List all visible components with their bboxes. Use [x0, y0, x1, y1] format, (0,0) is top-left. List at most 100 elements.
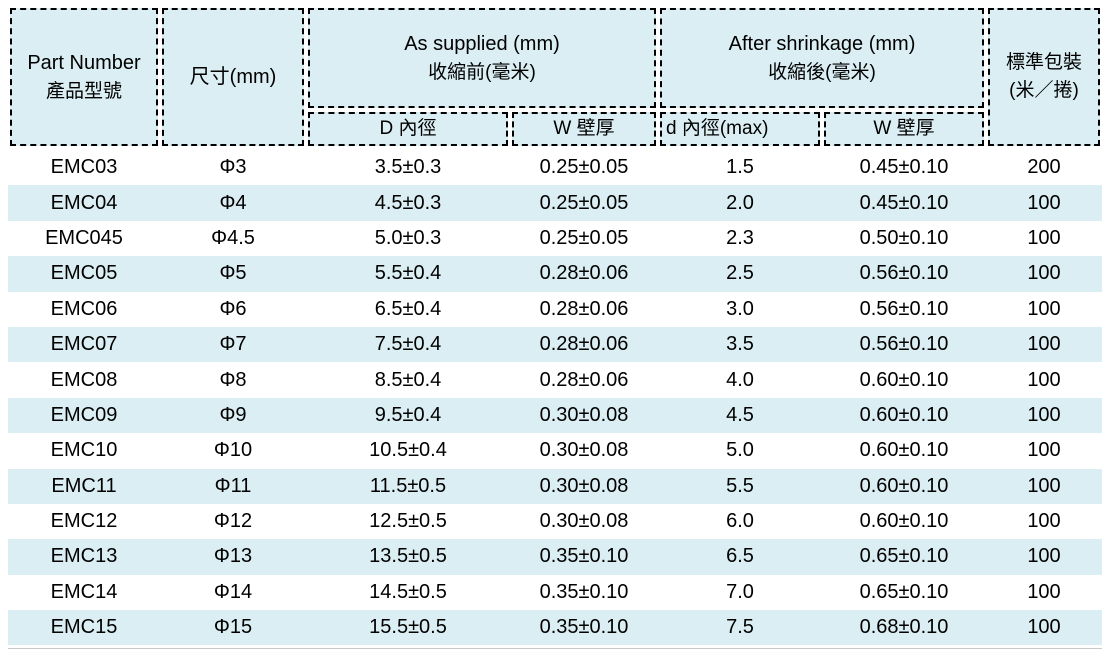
table-row: EMC05 Φ5 5.5±0.4 0.28±0.06 2.5 0.56±0.10…: [8, 256, 1102, 292]
cell-shrink-inner-diameter: 5.5: [726, 474, 754, 497]
cell-supplied-inner-diameter: 5.5±0.4: [374, 262, 442, 285]
cell-standard-package: 100: [1027, 403, 1061, 426]
table-row: EMC10 Φ10 10.5±0.4 0.30±0.08 5.0 0.60±0.…: [8, 433, 1102, 469]
cell-shrink-inner-diameter: 6.0: [726, 510, 754, 533]
cell-shrink-inner-diameter: 4.0: [726, 368, 754, 391]
cell-shrink-wall-thickness: 0.60±0.10: [859, 403, 949, 426]
cell-supplied-inner-diameter: 4.5±0.3: [374, 191, 442, 214]
cell-size: Φ4: [219, 191, 247, 214]
cell-shrink-inner-diameter: 1.5: [726, 156, 754, 179]
table-row: EMC12 Φ12 12.5±0.5 0.30±0.08 6.0 0.60±0.…: [8, 503, 1102, 540]
cell-size: Φ14: [213, 580, 253, 603]
cell-size: Φ8: [219, 368, 247, 391]
cell-size: Φ11: [214, 474, 252, 497]
cell-shrink-wall-thickness: 0.60±0.10: [859, 510, 949, 533]
cell-shrink-wall-thickness: 0.60±0.10: [859, 368, 949, 391]
cell-standard-package: 100: [1027, 510, 1061, 533]
cell-shrink-wall-thickness: 0.68±0.10: [859, 616, 949, 639]
header-after-shrinkage-zh: 收縮後(毫米): [768, 61, 876, 83]
table-row: EMC14 Φ14 14.5±0.5 0.35±0.10 7.0 0.65±0.…: [8, 574, 1102, 611]
cell-shrink-inner-diameter: 3.5: [726, 333, 754, 356]
table-row: EMC045 Φ4.5 5.0±0.3 0.25±0.05 2.3 0.50±0…: [8, 220, 1102, 257]
cell-supplied-inner-diameter: 11.5±0.5: [369, 474, 447, 497]
cell-part-number: EMC14: [50, 580, 118, 603]
cell-size: Φ3: [219, 156, 247, 179]
cell-standard-package: 100: [1027, 297, 1061, 320]
table-header: Part Number 產品型號 尺寸(mm) As supplied (mm)…: [8, 6, 1102, 148]
header-as-supplied: As supplied (mm) 收縮前(毫米): [308, 8, 656, 108]
cell-shrink-inner-diameter: 7.5: [726, 616, 754, 639]
header-standard-package-line2: (米／捲): [1009, 80, 1079, 101]
cell-shrink-wall-thickness: 0.60±0.10: [859, 474, 949, 497]
header-as-supplied-zh: 收縮前(毫米): [428, 61, 536, 83]
subheader-supplied-wall-thickness: W 壁厚: [512, 112, 656, 146]
table-row: EMC06 Φ6 6.5±0.4 0.28±0.06 3.0 0.56±0.10…: [8, 291, 1102, 327]
cell-supplied-wall-thickness: 0.30±0.08: [539, 403, 629, 426]
cell-size: Φ15: [213, 616, 253, 639]
cell-shrink-inner-diameter: 5.0: [726, 439, 754, 462]
cell-part-number: EMC08: [50, 368, 118, 391]
cell-supplied-wall-thickness: 0.28±0.06: [539, 262, 629, 285]
cell-shrink-wall-thickness: 0.65±0.10: [859, 545, 949, 568]
cell-shrink-inner-diameter: 4.5: [726, 403, 754, 426]
cell-size: Φ9: [219, 403, 247, 426]
table-row: EMC09 Φ9 9.5±0.4 0.30±0.08 4.5 0.60±0.10…: [8, 397, 1102, 434]
cell-part-number: EMC09: [50, 403, 118, 426]
header-size: 尺寸(mm): [162, 8, 304, 146]
cell-part-number: EMC05: [50, 262, 118, 285]
cell-supplied-inner-diameter: 8.5±0.4: [374, 368, 442, 391]
cell-shrink-inner-diameter: 2.0: [726, 191, 754, 214]
cell-size: Φ4.5: [211, 226, 255, 249]
cell-part-number: EMC04: [50, 191, 118, 214]
cell-shrink-wall-thickness: 0.56±0.10: [859, 297, 949, 320]
table-row: EMC08 Φ8 8.5±0.4 0.28±0.06 4.0 0.60±0.10…: [8, 362, 1102, 398]
cell-part-number: EMC03: [50, 156, 118, 179]
cell-supplied-inner-diameter: 10.5±0.4: [369, 439, 447, 462]
cell-supplied-wall-thickness: 0.25±0.05: [539, 191, 629, 214]
cell-part-number: EMC11: [51, 474, 117, 497]
cell-standard-package: 100: [1027, 580, 1061, 603]
cell-supplied-wall-thickness: 0.25±0.05: [539, 156, 629, 179]
cell-standard-package: 100: [1027, 368, 1061, 391]
cell-shrink-wall-thickness: 0.56±0.10: [859, 333, 949, 356]
cell-part-number: EMC12: [50, 510, 118, 533]
cell-supplied-wall-thickness: 0.35±0.10: [539, 545, 629, 568]
cell-part-number: EMC06: [50, 297, 118, 320]
cell-standard-package: 100: [1027, 439, 1061, 462]
cell-standard-package: 200: [1027, 156, 1061, 179]
cell-shrink-wall-thickness: 0.50±0.10: [859, 226, 949, 249]
cell-shrink-inner-diameter: 2.5: [726, 262, 754, 285]
table-row: EMC07 Φ7 7.5±0.4 0.28±0.06 3.5 0.56±0.10…: [8, 326, 1102, 363]
cell-supplied-inner-diameter: 5.0±0.3: [374, 226, 442, 249]
cell-shrink-inner-diameter: 7.0: [726, 580, 754, 603]
header-standard-package-line1: 標準包裝: [1005, 52, 1082, 74]
cell-shrink-wall-thickness: 0.60±0.10: [859, 439, 949, 462]
cell-supplied-wall-thickness: 0.30±0.08: [539, 474, 629, 497]
cell-shrink-wall-thickness: 0.56±0.10: [859, 262, 949, 285]
cell-part-number: EMC07: [50, 333, 118, 356]
cell-shrink-inner-diameter: 6.5: [726, 545, 754, 568]
cell-size: Φ7: [219, 333, 247, 356]
cell-supplied-inner-diameter: 3.5±0.3: [374, 156, 442, 179]
header-part-number-zh: 產品型號: [45, 80, 122, 102]
header-standard-package: 標準包裝 (米／捲): [988, 8, 1100, 146]
table-row: EMC13 Φ13 13.5±0.5 0.35±0.10 6.5 0.65±0.…: [8, 539, 1102, 575]
table-row: EMC15 Φ15 15.5±0.5 0.35±0.10 7.5 0.68±0.…: [8, 610, 1102, 646]
header-size-label: 尺寸(mm): [189, 65, 277, 88]
cell-standard-package: 100: [1027, 545, 1061, 568]
header-as-supplied-en: As supplied (mm): [404, 32, 560, 55]
cell-standard-package: 100: [1027, 191, 1061, 214]
cell-supplied-inner-diameter: 14.5±0.5: [369, 580, 447, 603]
cell-standard-package: 100: [1027, 616, 1061, 639]
cell-supplied-inner-diameter: 15.5±0.5: [369, 616, 447, 639]
cell-standard-package: 100: [1027, 262, 1061, 285]
cell-supplied-inner-diameter: 9.5±0.4: [374, 403, 442, 426]
cell-size: Φ12: [213, 510, 253, 533]
cell-part-number: EMC13: [50, 545, 118, 568]
cell-supplied-wall-thickness: 0.35±0.10: [539, 616, 629, 639]
header-after-shrinkage: After shrinkage (mm) 收縮後(毫米): [660, 8, 984, 108]
cell-supplied-inner-diameter: 6.5±0.4: [374, 297, 442, 320]
table-row: EMC03 Φ3 3.5±0.3 0.25±0.05 1.5 0.45±0.10…: [8, 150, 1102, 186]
cell-supplied-inner-diameter: 13.5±0.5: [369, 545, 447, 568]
cell-shrink-wall-thickness: 0.45±0.10: [859, 156, 949, 179]
